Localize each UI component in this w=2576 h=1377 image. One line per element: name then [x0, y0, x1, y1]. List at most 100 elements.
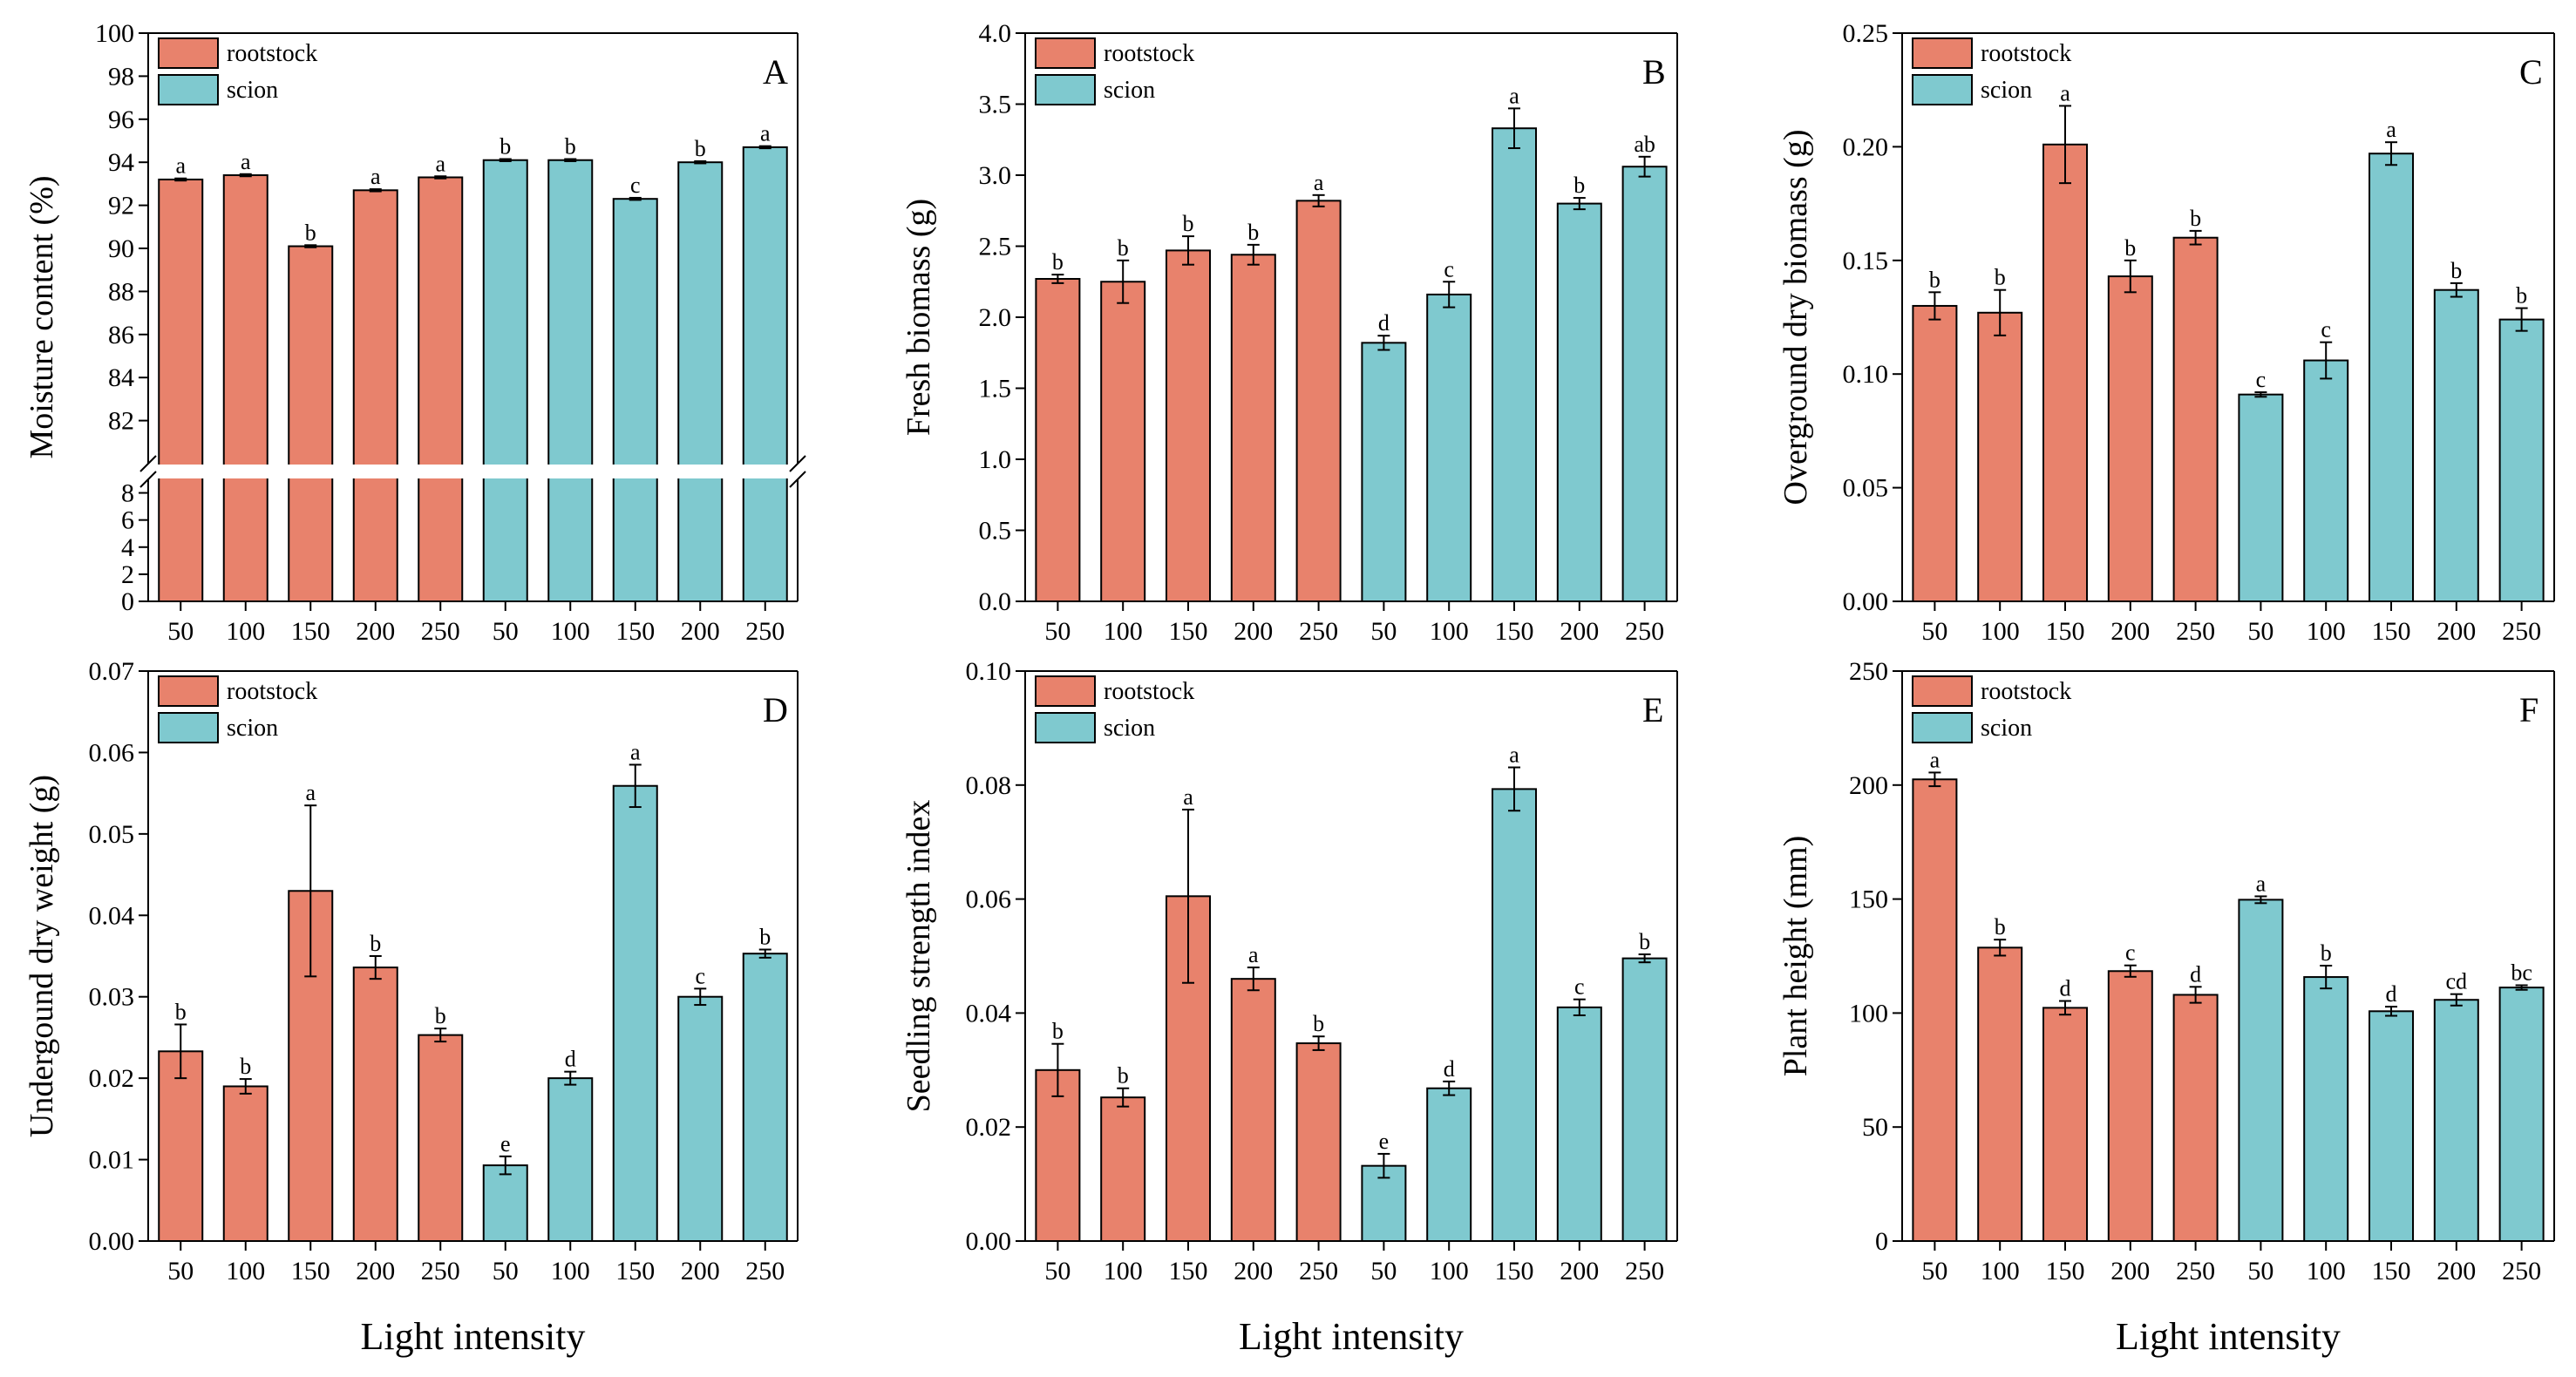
significance-letter: b	[435, 1003, 446, 1028]
bar	[1621, 957, 1668, 1242]
significance-letter: b	[2516, 283, 2527, 309]
bar	[1166, 249, 1211, 602]
significance-letter: b	[1929, 267, 1940, 292]
legend-swatch-scion	[1912, 74, 1973, 105]
significance-letter: c	[2321, 317, 2331, 343]
x-tick-label: 250	[2176, 1257, 2215, 1285]
legend-label-rootstock: rootstock	[1981, 678, 2071, 705]
x-tick-label: 100	[1430, 1257, 1469, 1285]
significance-letter: a	[1183, 784, 1193, 810]
y-axis-label: Seedling strength index	[901, 800, 937, 1113]
bar	[1556, 1006, 1602, 1242]
legend-swatch-rootstock	[1912, 37, 1973, 69]
x-tick-label: 200	[356, 1257, 395, 1285]
x-tick-label: 200	[2110, 1257, 2150, 1285]
legend-label-scion: scion	[1981, 77, 2032, 104]
x-tick-label: 100	[1981, 1257, 2020, 1285]
significance-letter: cd	[2446, 969, 2468, 994]
bar	[352, 967, 398, 1242]
x-tick-label: 150	[1169, 617, 1208, 646]
significance-letter: c	[2256, 367, 2267, 392]
significance-letter: a	[1509, 83, 1519, 108]
y-tick-label: 0.5	[979, 517, 1012, 546]
bar	[612, 784, 658, 1242]
x-tick-label: 150	[2046, 617, 2085, 646]
significance-letter: b	[1639, 929, 1650, 954]
bar	[1426, 1087, 1472, 1243]
bar	[612, 198, 658, 602]
bar	[2433, 999, 2479, 1242]
significance-letter: b	[565, 133, 576, 159]
legend-label-rootstock: rootstock	[1104, 40, 1194, 67]
significance-letter: b	[759, 925, 771, 950]
significance-letter: b	[175, 999, 187, 1024]
x-tick-label: 100	[551, 1257, 590, 1285]
y-tick-label: 0.02	[89, 1064, 135, 1093]
legend-swatch-rootstock	[1035, 675, 1096, 707]
y-tick-label: 0.00	[89, 1227, 135, 1256]
y-tick-label: 1.0	[979, 445, 1012, 474]
x-axis-label: Light intensity	[1239, 1315, 1464, 1358]
bar	[482, 159, 528, 602]
significance-letter: a	[370, 164, 381, 189]
y-tick-label: 0.05	[1843, 474, 1889, 503]
y-tick-label: 100	[1849, 999, 1888, 1028]
bar	[222, 1085, 268, 1242]
x-tick-label: 150	[2372, 1257, 2411, 1285]
y-tick-label: 0.25	[1843, 19, 1889, 48]
x-tick-label: 100	[1430, 617, 1469, 646]
significance-letter: b	[1052, 1019, 1064, 1044]
x-tick-label: 50	[1921, 1257, 1947, 1285]
legend-label-scion: scion	[227, 715, 278, 742]
x-tick-label: 50	[167, 617, 194, 646]
bar	[1230, 254, 1276, 602]
x-tick-label: 200	[356, 617, 395, 646]
y-tick-label: 200	[1849, 771, 1888, 800]
axis-break-gap	[131, 465, 815, 478]
bar	[677, 161, 724, 602]
bar	[1977, 946, 2023, 1242]
significance-letter: b	[695, 136, 706, 161]
x-tick-label: 200	[1234, 1257, 1273, 1285]
significance-letter: d	[1378, 310, 1390, 336]
bar	[1556, 202, 1602, 602]
legend-swatch-scion	[1035, 74, 1096, 105]
x-tick-label: 50	[2247, 617, 2274, 646]
x-tick-label: 50	[493, 1257, 519, 1285]
legend-label-scion: scion	[227, 77, 278, 104]
significance-letter: c	[695, 963, 705, 988]
x-tick-label: 150	[615, 617, 655, 646]
bar	[352, 189, 398, 602]
y-tick-label: 50	[1862, 1113, 1888, 1142]
x-tick-label: 50	[493, 617, 519, 646]
x-tick-label: 50	[1370, 617, 1397, 646]
significance-letter: b	[1573, 173, 1585, 198]
y-tick-label: 2.5	[979, 233, 1012, 261]
x-tick-label: 250	[421, 617, 460, 646]
y-tick-label: 86	[108, 321, 134, 349]
panel-letter: C	[2519, 52, 2543, 92]
y-tick-label: 0.08	[966, 771, 1012, 800]
bar	[1100, 281, 1146, 602]
x-tick-label: 150	[1169, 1257, 1208, 1285]
bar	[2498, 987, 2545, 1243]
bar	[1492, 127, 1537, 602]
bar	[2172, 236, 2219, 602]
bar	[1361, 342, 1407, 602]
significance-letter: b	[2124, 235, 2136, 261]
bar	[2369, 1010, 2414, 1243]
legend-label-scion: scion	[1981, 715, 2032, 742]
legend-swatch-scion	[1912, 712, 1973, 743]
bar	[1621, 166, 1668, 602]
bar	[158, 1050, 204, 1242]
legend-swatch-scion	[158, 712, 219, 743]
y-tick-label: 88	[108, 277, 134, 306]
bar	[2303, 976, 2349, 1243]
x-tick-label: 50	[1044, 617, 1071, 646]
y-tick-label: 150	[1849, 885, 1888, 914]
y-tick-label: 0.03	[89, 983, 135, 1012]
x-tick-label: 200	[1560, 617, 1599, 646]
significance-letter: b	[1183, 211, 1194, 236]
